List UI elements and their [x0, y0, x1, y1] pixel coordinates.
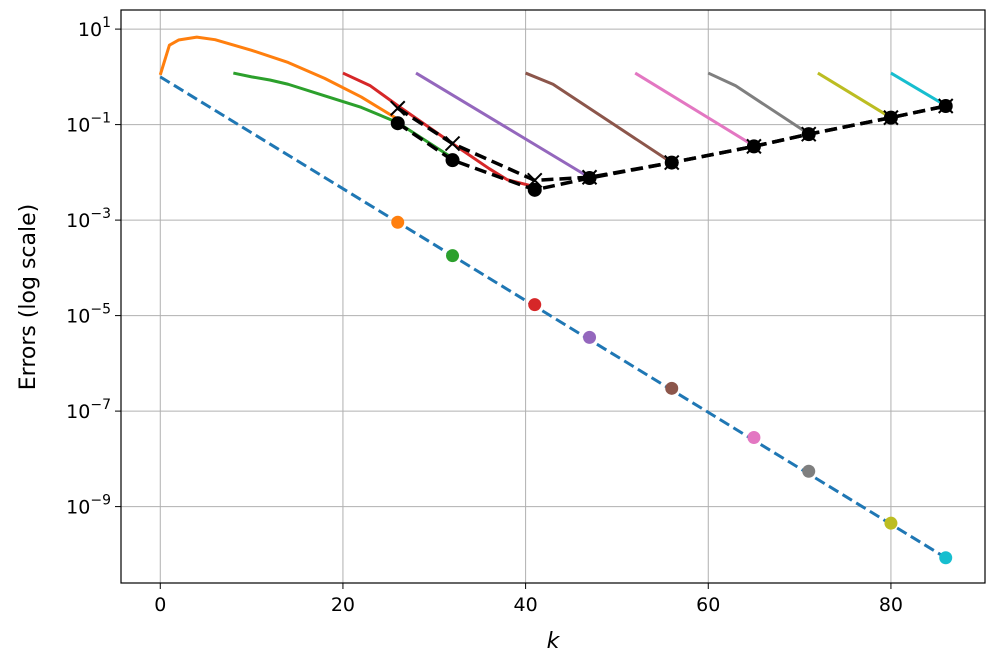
cross-marker	[390, 100, 406, 116]
series-line	[890, 71, 947, 107]
grid	[121, 10, 985, 583]
reference-marker	[391, 215, 405, 229]
series-line	[525, 71, 673, 164]
circle-series-line	[396, 104, 947, 192]
y-tick-label: 10−1	[66, 111, 111, 137]
reference-marker	[665, 381, 679, 395]
y-tick-label: 10−5	[66, 302, 111, 328]
circle-marker	[883, 110, 898, 125]
reference-marker	[939, 551, 953, 565]
series-line	[634, 71, 755, 148]
circle-marker	[445, 153, 460, 168]
y-tick-label: 10−3	[66, 206, 111, 232]
circle-marker	[746, 139, 761, 154]
circle-marker	[664, 155, 679, 170]
y-tick-label: 101	[78, 15, 111, 41]
x-axis-label: k	[547, 629, 561, 654]
y-tick-label: 10−7	[66, 397, 111, 423]
x-tick-label: 60	[696, 594, 720, 616]
x-tick-label: 20	[331, 594, 355, 616]
circle-marker	[582, 171, 597, 186]
reference-marker	[747, 430, 761, 444]
reference-marker	[446, 249, 460, 263]
x-tick-label: 0	[154, 594, 166, 616]
series-line	[342, 71, 536, 189]
x-tick-label: 80	[879, 594, 903, 616]
reference-marker	[884, 516, 898, 530]
cross-marker	[444, 135, 461, 152]
plot-frame	[120, 9, 986, 584]
series-line	[707, 71, 810, 136]
circle-marker	[390, 116, 405, 131]
reference-marker	[528, 298, 542, 312]
reference-marker	[802, 464, 816, 478]
reference-line	[159, 75, 947, 559]
ticks: 0 20 40 60 80 101 10−1 10−3 10−5 10−7 10−9	[66, 15, 903, 616]
series-line	[415, 71, 591, 179]
x-tick-label: 40	[514, 594, 538, 616]
circle-marker	[938, 99, 953, 114]
y-tick-label: 10−9	[66, 493, 111, 519]
series-line	[158, 35, 399, 121]
y-axis-label: Errors (log scale)	[16, 204, 41, 390]
reference-marker	[583, 330, 597, 344]
circle-marker	[801, 127, 816, 142]
circle-marker	[527, 182, 542, 197]
series-line	[817, 71, 892, 119]
series-layer	[158, 35, 954, 565]
